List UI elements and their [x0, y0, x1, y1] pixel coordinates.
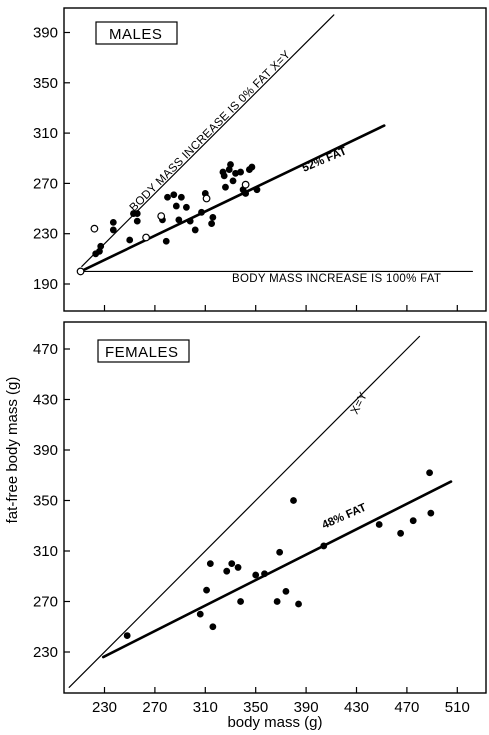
females-filled-point	[375, 521, 383, 528]
males-filled-point	[177, 193, 185, 201]
males-filled-point	[126, 236, 134, 244]
males-filled-point	[164, 193, 171, 201]
males-open-point	[76, 267, 85, 276]
females-xtick-label: 230	[92, 699, 117, 716]
males-filled-point	[237, 168, 244, 176]
females-xtick-label: 270	[142, 699, 167, 716]
males-panel: 190 230 270 310 350 390 MALES BODY MASS INCRE…	[33, 7, 487, 312]
females-filled-point	[252, 571, 260, 579]
males-filled-point	[172, 202, 180, 210]
females-line-1	[101, 480, 453, 659]
males-title-box	[95, 21, 178, 45]
x-axis-label: body mass (g)	[227, 714, 322, 731]
females-ytick-label: 470	[33, 341, 58, 358]
males-ytick-label: 230	[33, 226, 58, 243]
males-filled-point	[133, 217, 141, 225]
females-filled-point	[273, 598, 281, 605]
males-filled-point	[175, 216, 183, 224]
females-title-box	[97, 339, 190, 363]
y-axis-label: fat-free body mass (g)	[4, 377, 21, 524]
females-filled-point	[320, 542, 328, 550]
females-ytick-label: 430	[33, 392, 58, 409]
females-filled-point	[261, 570, 268, 578]
males-filled-point	[198, 208, 205, 216]
females-filled-point	[228, 560, 236, 568]
males-filled-point	[253, 186, 261, 194]
males-open-point	[157, 212, 166, 220]
females-panel-title: FEMALES	[105, 344, 179, 361]
females-xtick-label: 430	[344, 699, 369, 716]
females-ytick-label: 390	[33, 442, 58, 459]
females-xtick-label: 390	[294, 699, 319, 716]
males-filled-point	[227, 161, 234, 168]
males-ytick-label: 310	[33, 125, 58, 142]
males-open-point	[202, 194, 211, 203]
males-fat-line-label: 52% FAT	[300, 145, 348, 174]
females-filled-point	[196, 610, 204, 618]
females-ytick-label: 230	[33, 644, 58, 661]
females-xtick-label: 510	[445, 699, 470, 716]
males-filled-point	[242, 190, 250, 197]
males-filled-point	[220, 172, 228, 180]
males-ytick-label: 190	[33, 276, 58, 293]
females-filled-point	[282, 588, 290, 595]
females-ytick-label: 270	[33, 594, 58, 611]
females-filled-point	[234, 564, 242, 571]
males-filled-point	[182, 203, 190, 211]
females-filled-point	[276, 548, 284, 556]
females-filled-point	[409, 517, 417, 525]
females-xtick-label: 350	[243, 699, 268, 716]
males-diagonal-label: BODY MASS INCREASE IS 0% FAT X=Y	[128, 49, 294, 215]
males-filled-point	[186, 217, 194, 225]
males-ytick-label: 270	[33, 175, 58, 192]
males-filled-point	[229, 177, 237, 185]
males-baseline-label: BODY MASS INCREASE IS 100% FAT	[232, 273, 441, 285]
males-filled-point	[209, 213, 217, 221]
females-xtick-label: 470	[394, 699, 419, 716]
males-line-1	[79, 124, 386, 273]
females-filled-point	[295, 600, 302, 608]
females-filled-point	[123, 632, 131, 639]
males-open-point	[142, 233, 150, 242]
females-diagonal-label: X=Y	[349, 390, 370, 416]
females-filled-point	[237, 598, 244, 605]
males-ytick-label: 350	[33, 75, 58, 92]
males-filled-point	[109, 226, 117, 234]
males-filled-point	[133, 210, 141, 217]
females-plot-frame	[63, 321, 487, 694]
females-filled-point	[209, 623, 217, 631]
males-filled-point	[170, 191, 178, 199]
males-open-point	[241, 180, 250, 189]
males-plot-frame	[63, 7, 487, 312]
females-ytick-label: 310	[33, 543, 58, 560]
females-filled-point	[203, 586, 210, 594]
males-filled-point	[97, 242, 105, 250]
females-filled-point	[290, 497, 297, 504]
females-filled-point	[426, 469, 433, 477]
females-filled-point	[206, 560, 214, 568]
males-filled-point	[208, 220, 215, 228]
females-panel: 230 270 310 350 390 430 470 230 270 310 350 390 430 4…	[33, 321, 487, 716]
males-filled-point	[248, 163, 256, 171]
males-filled-point	[191, 226, 199, 234]
males-open-point	[90, 224, 99, 233]
females-filled-point	[397, 529, 404, 537]
females-xtick-label: 310	[193, 699, 218, 716]
females-filled-point	[223, 567, 231, 575]
males-filled-point	[222, 183, 229, 191]
males-filled-point	[109, 218, 117, 226]
females-ytick-label: 350	[33, 493, 58, 510]
females-filled-point	[427, 509, 435, 517]
males-panel-title: MALES	[109, 26, 162, 43]
males-line-0	[81, 14, 335, 267]
females-line-0	[68, 335, 421, 688]
males-filled-point	[162, 237, 170, 245]
males-ytick-label: 390	[33, 25, 58, 42]
